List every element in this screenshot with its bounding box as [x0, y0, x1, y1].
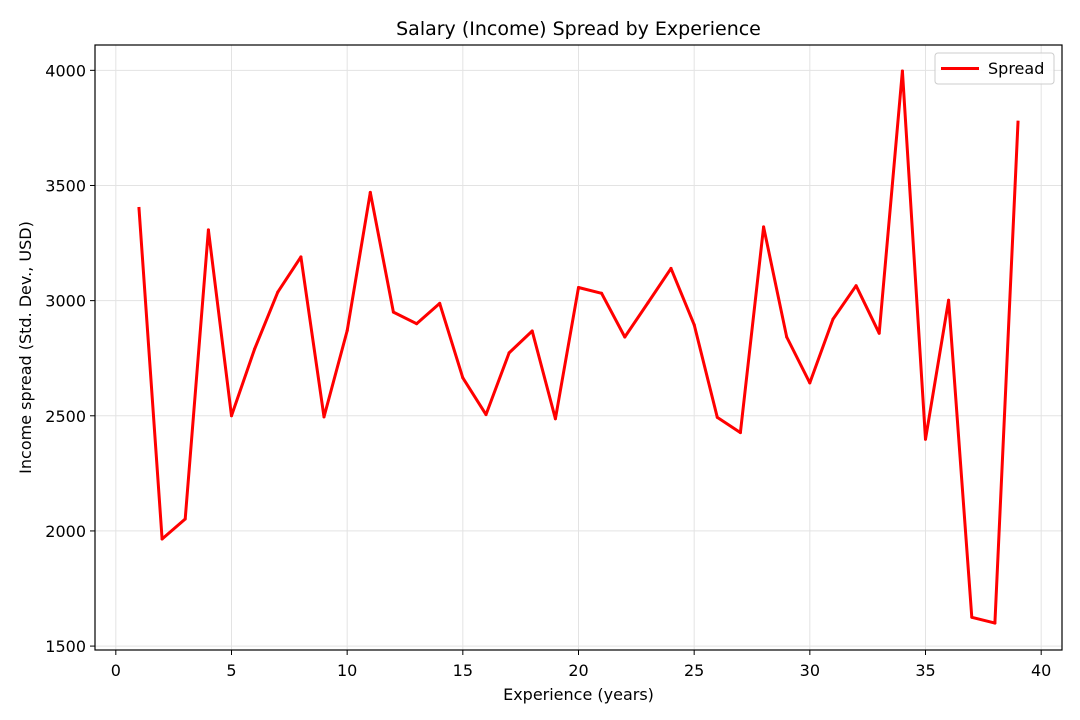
data-point: [299, 255, 303, 259]
data-point: [530, 329, 534, 333]
data-point: [160, 537, 164, 541]
grid: [95, 45, 1062, 650]
data-point: [762, 225, 766, 229]
data-point: [854, 284, 858, 288]
data-point: [623, 335, 627, 339]
data-point: [577, 286, 580, 289]
data-point: [553, 417, 557, 421]
y-tick-label: 2500: [45, 407, 86, 426]
data-point: [646, 301, 650, 305]
data-point: [947, 298, 951, 302]
legend: Spread: [934, 52, 1055, 85]
data-point: [808, 381, 812, 385]
data-point: [345, 329, 349, 333]
x-tick-label: 15: [453, 661, 473, 680]
data-point: [438, 301, 442, 305]
y-tick-label: 2000: [45, 522, 86, 541]
data-point: [484, 413, 488, 417]
x-tick-label: 30: [800, 661, 820, 680]
x-tick-label: 25: [684, 661, 704, 680]
x-axis-label: Experience (years): [503, 685, 654, 704]
y-tick-label: 4000: [45, 61, 86, 80]
legend-label: Spread: [988, 59, 1044, 78]
data-point: [738, 431, 742, 435]
data-point: [924, 437, 927, 441]
legend-box: [934, 52, 1055, 85]
data-point: [715, 415, 719, 419]
data-point: [1016, 120, 1020, 124]
y-tick-label: 3500: [45, 176, 86, 195]
data-point: [970, 615, 974, 619]
data-point: [391, 310, 395, 314]
data-point: [877, 331, 881, 335]
data-point: [183, 517, 187, 521]
data-point: [993, 621, 997, 625]
data-point: [669, 266, 673, 270]
x-tick-label: 0: [111, 661, 121, 680]
data-point: [276, 290, 280, 294]
x-tick-label: 20: [568, 661, 588, 680]
data-point: [461, 376, 465, 380]
data-point: [831, 317, 835, 321]
data-point: [137, 207, 141, 210]
data-point: [230, 414, 233, 418]
data-point: [415, 322, 419, 326]
data-point: [368, 190, 372, 194]
y-axis: 1500 2000 2500 3000 3500 4000: [45, 61, 95, 656]
x-axis: 0 5 10 15 20 25 30 35 40: [111, 650, 1051, 680]
x-tick-label: 10: [337, 661, 357, 680]
chart-title: Salary (Income) Spread by Experience: [396, 18, 761, 40]
x-tick-label: 35: [915, 661, 935, 680]
y-tick-label: 1500: [45, 637, 86, 656]
x-tick-label: 40: [1031, 661, 1051, 680]
x-tick-label: 5: [226, 661, 236, 680]
series-layer: [137, 69, 1020, 625]
y-axis-label: Income spread (Std. Dev., USD): [16, 221, 35, 474]
data-point: [785, 335, 789, 339]
data-point: [206, 228, 210, 232]
data-point: [322, 415, 326, 419]
data-point: [600, 291, 604, 295]
data-point: [253, 347, 257, 351]
data-point: [507, 351, 511, 355]
data-point: [900, 69, 904, 73]
y-tick-label: 3000: [45, 292, 86, 311]
data-point: [692, 323, 696, 327]
